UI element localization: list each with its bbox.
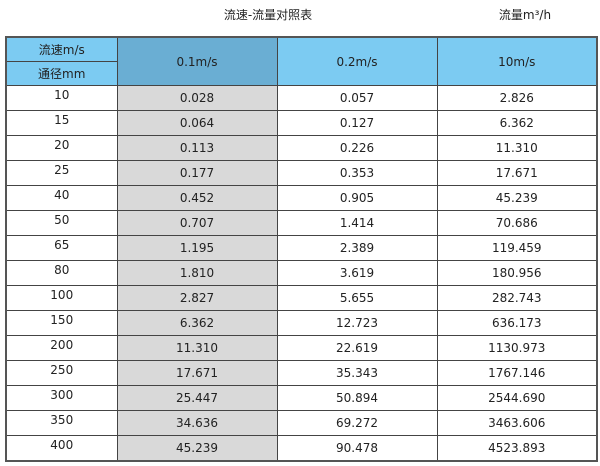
- flow-cell: 0.028: [116, 85, 278, 111]
- flow-cell: 0.905: [276, 185, 438, 211]
- flow-cell: 70.686: [436, 210, 598, 236]
- flow-cell: 11.310: [436, 135, 598, 161]
- flow-cell: 4523.893: [436, 435, 598, 462]
- table-row: 150 6.362 12.723 636.173: [5, 310, 598, 336]
- diameter-cell: 15: [5, 110, 118, 136]
- table-row: 65 1.195 2.389 119.459: [5, 235, 598, 261]
- table-row: 10 0.028 0.057 2.826: [5, 85, 598, 111]
- diameter-cell: 50: [5, 210, 118, 236]
- diameter-cell: 100: [5, 285, 118, 311]
- table-title: 流速-流量对照表: [223, 8, 313, 22]
- table-row: 100 2.827 5.655 282.743: [5, 285, 598, 311]
- table-row: 15 0.064 0.127 6.362: [5, 110, 598, 136]
- diameter-cell: 10: [5, 85, 118, 111]
- diameter-cell: 65: [5, 235, 118, 261]
- table-row: 400 45.239 90.478 4523.893: [5, 435, 598, 462]
- flow-cell: 0.113: [116, 135, 278, 161]
- flow-cell: 3463.606: [436, 410, 598, 436]
- flow-cell: 45.239: [436, 185, 598, 211]
- flow-cell: 1.195: [116, 235, 278, 261]
- flow-cell: 1767.146: [436, 360, 598, 386]
- flow-cell: 1.414: [276, 210, 438, 236]
- diameter-cell: 40: [5, 185, 118, 211]
- flow-cell: 17.671: [436, 160, 598, 186]
- table-row: 300 25.447 50.894 2544.690: [5, 385, 598, 411]
- flow-cell: 0.064: [116, 110, 278, 136]
- diameter-cell: 250: [5, 360, 118, 386]
- column-header-0.1: 0.1m/s: [116, 36, 278, 86]
- table-row: 80 1.810 3.619 180.956: [5, 260, 598, 286]
- flow-cell: 2.826: [436, 85, 598, 111]
- table-row: 50 0.707 1.414 70.686: [5, 210, 598, 236]
- header-row: 流速m/s 0.1m/s 0.2m/s 10m/s: [5, 36, 598, 86]
- flow-cell: 282.743: [436, 285, 598, 311]
- diameter-cell: 200: [5, 335, 118, 361]
- flow-cell: 2544.690: [436, 385, 598, 411]
- flow-cell: 0.353: [276, 160, 438, 186]
- diameter-cell: 300: [5, 385, 118, 411]
- table-row: 25 0.177 0.353 17.671: [5, 160, 598, 186]
- flow-unit-label: 流量m³/h: [498, 8, 552, 22]
- flow-cell: 180.956: [436, 260, 598, 286]
- flow-cell: 0.127: [276, 110, 438, 136]
- flow-cell: 3.619: [276, 260, 438, 286]
- velocity-flow-table: 流速m/s 0.1m/s 0.2m/s 10m/s 通径mm 10 0.028 0.…: [5, 36, 598, 462]
- flow-cell: 12.723: [276, 310, 438, 336]
- header-row-2: 通径mm: [5, 61, 597, 86]
- flow-cell: 34.636: [116, 410, 278, 436]
- diameter-cell: 80: [5, 260, 118, 286]
- flow-cell: 1130.973: [436, 335, 598, 361]
- diameter-header: 通径mm: [5, 61, 118, 86]
- flow-cell: 2.827: [116, 285, 278, 311]
- flow-cell: 6.362: [116, 310, 278, 336]
- flow-cell: 2.389: [276, 235, 438, 261]
- flow-cell: 25.447: [116, 385, 278, 411]
- flow-cell: 0.226: [276, 135, 438, 161]
- flow-cell: 0.452: [116, 185, 278, 211]
- velocity-header: 流速m/s: [5, 36, 118, 62]
- flow-cell: 0.057: [276, 85, 438, 111]
- table-row: 20 0.113 0.226 11.310: [5, 135, 598, 161]
- flow-cell: 11.310: [116, 335, 278, 361]
- flow-cell: 35.343: [276, 360, 438, 386]
- flow-cell: 17.671: [116, 360, 278, 386]
- flow-cell: 0.177: [116, 160, 278, 186]
- column-header-0.2: 0.2m/s: [276, 36, 438, 86]
- flow-cell: 119.459: [436, 235, 598, 261]
- flow-cell: 22.619: [276, 335, 438, 361]
- table-row: 40 0.452 0.905 45.239: [5, 185, 598, 211]
- flow-cell: 69.272: [276, 410, 438, 436]
- diameter-cell: 400: [5, 435, 118, 462]
- table-row: 250 17.671 35.343 1767.146: [5, 360, 598, 386]
- flow-cell: 5.655: [276, 285, 438, 311]
- flow-cell: 90.478: [276, 435, 438, 462]
- table-row: 350 34.636 69.272 3463.606: [5, 410, 598, 436]
- flow-cell: 50.894: [276, 385, 438, 411]
- diameter-cell: 350: [5, 410, 118, 436]
- flow-cell: 636.173: [436, 310, 598, 336]
- column-header-10: 10m/s: [436, 36, 598, 86]
- flow-cell: 6.362: [436, 110, 598, 136]
- table-row: 200 11.310 22.619 1130.973: [5, 335, 598, 361]
- diameter-cell: 20: [5, 135, 118, 161]
- diameter-cell: 25: [5, 160, 118, 186]
- flow-cell: 0.707: [116, 210, 278, 236]
- flow-cell: 45.239: [116, 435, 278, 462]
- diameter-cell: 150: [5, 310, 118, 336]
- flow-cell: 1.810: [116, 260, 278, 286]
